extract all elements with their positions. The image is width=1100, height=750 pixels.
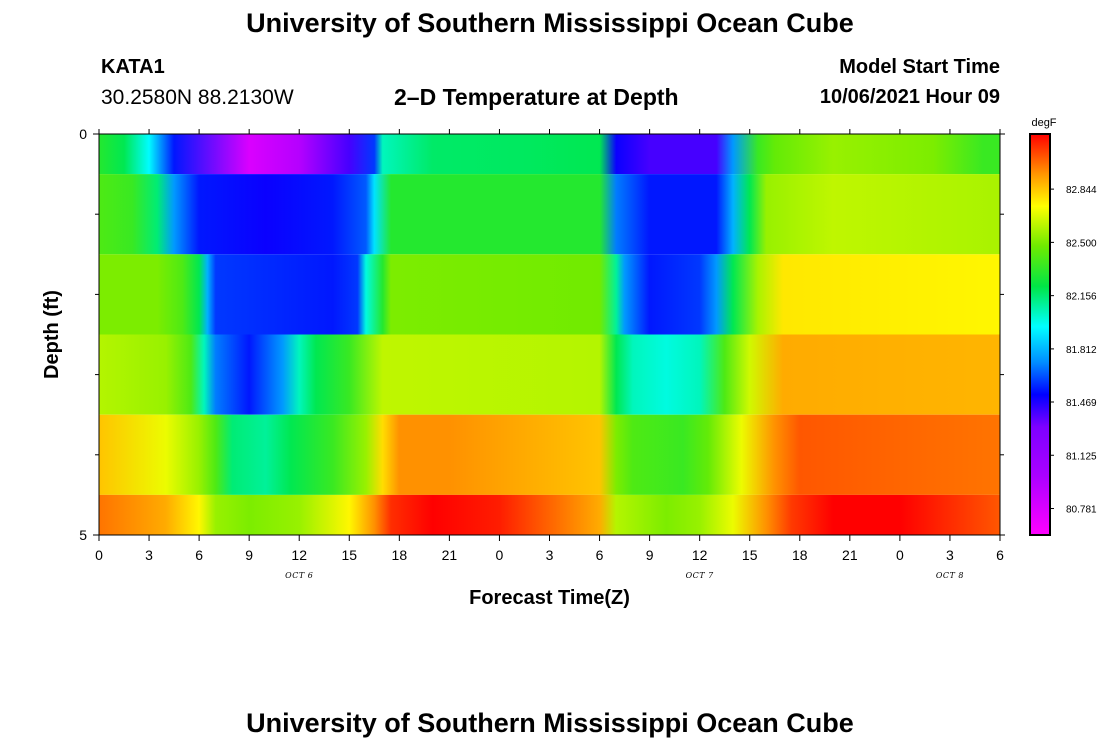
x-tick-label: 21 <box>442 547 458 563</box>
x-tick-label: 18 <box>392 547 408 563</box>
model-start-value: 10/06/2021 Hour 09 <box>819 86 1000 108</box>
heatmap-row <box>99 334 1000 415</box>
x-tick-label: 3 <box>145 547 153 563</box>
colorbar-unit: degF <box>1031 117 1056 129</box>
x-tick-label: 15 <box>742 547 758 563</box>
x-tick-label: 0 <box>95 547 103 563</box>
x-tick-label: 0 <box>496 547 504 563</box>
x-tick-label: 9 <box>646 547 654 563</box>
colorbar-tick-label: 82.156 <box>1066 292 1097 303</box>
heatmap-row <box>99 414 1000 495</box>
colorbar-gradient <box>1029 133 1051 536</box>
x-tick-label: 0 <box>896 547 904 563</box>
x-tick-label: 9 <box>245 547 253 563</box>
colorbar-tick-label: 81.812 <box>1066 345 1097 356</box>
x-tick-label: 21 <box>842 547 858 563</box>
heatmap-row <box>99 494 1000 535</box>
x-tick-label: 12 <box>291 547 307 563</box>
heatmap-row <box>99 254 1000 335</box>
colorbar-tick-label: 81.469 <box>1066 398 1097 409</box>
y-tick-label: 5 <box>79 527 87 543</box>
x-tick-label: 3 <box>546 547 554 563</box>
x-tick-label: 6 <box>996 547 1004 563</box>
x-axis-label: Forecast Time(Z) <box>469 587 630 609</box>
chart-subtitle: 2–D Temperature at Depth <box>394 84 679 110</box>
x-tick-label: 18 <box>792 547 808 563</box>
footer-title: University of Southern Mississippi Ocean… <box>246 708 854 738</box>
model-start-label: Model Start Time <box>839 56 1000 78</box>
x-tick-label: 6 <box>195 547 203 563</box>
heatmap-row <box>99 134 1000 175</box>
x-tick-label: 3 <box>946 547 954 563</box>
station-id: KATA1 <box>101 56 165 78</box>
temperature-depth-chart: 0 3 6 9 12 15 18 21 0 3 6 9 12 15 18 21 0 3 6 OCT 6 OCT 7 OCT… <box>41 117 1097 609</box>
x-tick-label: 15 <box>341 547 357 563</box>
station-coordinates: 30.2580N 88.2130W <box>101 86 294 109</box>
date-label: OCT 8 <box>936 571 964 580</box>
colorbar-tick-label: 80.781 <box>1066 505 1097 516</box>
colorbar-tick-label: 82.844 <box>1066 185 1097 196</box>
colorbar-tick-label: 82.500 <box>1066 238 1097 249</box>
x-tick-label: 6 <box>596 547 604 563</box>
heatmap-row <box>99 174 1000 255</box>
y-axis-label: Depth (ft) <box>41 290 63 379</box>
x-tick-label: 12 <box>692 547 708 563</box>
date-label: OCT 7 <box>686 571 715 580</box>
date-label: OCT 6 <box>285 571 313 580</box>
heatmap-area <box>99 134 1000 535</box>
colorbar-tick-label: 81.125 <box>1066 451 1097 462</box>
axis-ticks: 0 3 6 9 12 15 18 21 0 3 6 9 12 15 18 21 0 3 6 OCT 6 OCT 7 OCT… <box>79 126 1005 580</box>
page-title: University of Southern Mississippi Ocean… <box>246 8 854 38</box>
y-tick-label: 0 <box>79 126 87 142</box>
colorbar: 80.781 81.125 81.469 81.812 82.156 82.500 82.8… <box>1029 133 1097 536</box>
